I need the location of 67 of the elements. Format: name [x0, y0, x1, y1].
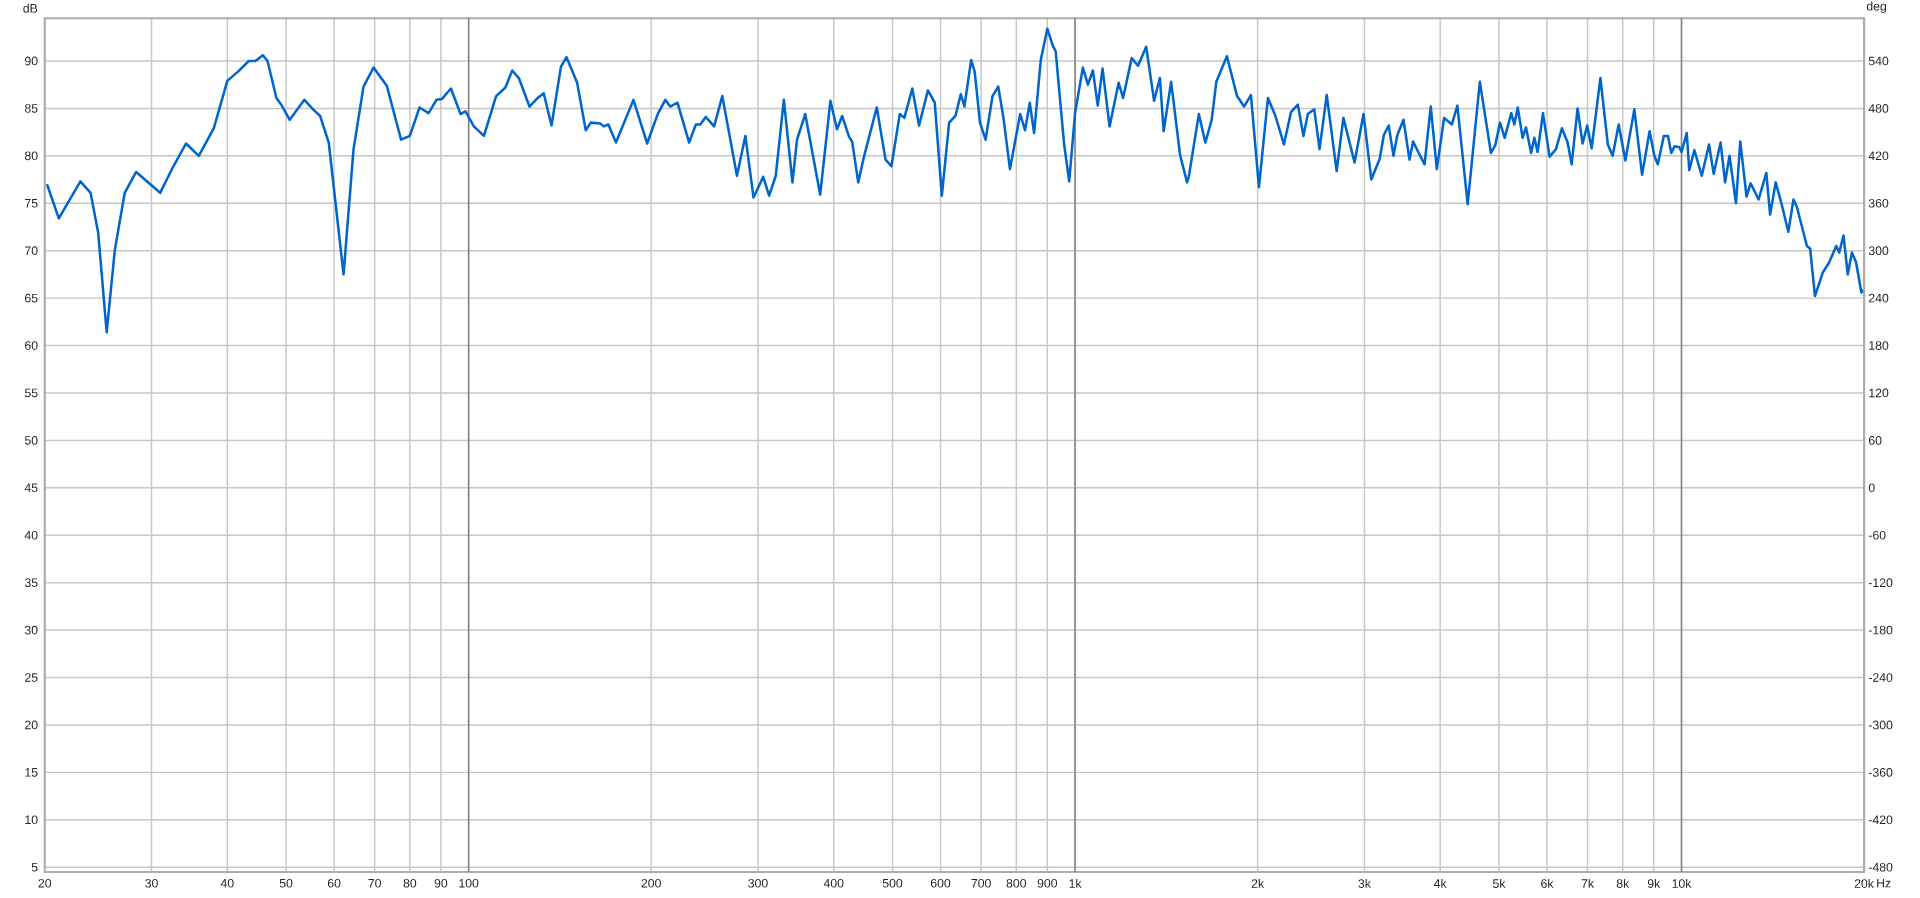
y2-tick-label: -360	[1868, 768, 1893, 777]
y-tick-label: 45	[24, 483, 38, 493]
y2-tick-label: -180	[1868, 625, 1893, 635]
y-tick-label: 50	[24, 436, 38, 445]
x-tick-label: 900	[1037, 878, 1058, 888]
x-tick-label: 1k	[1069, 878, 1082, 888]
y2-tick-label: 0	[1868, 483, 1875, 493]
y2-tick-label: 540	[1868, 56, 1889, 66]
x-tick-label: 80	[403, 878, 417, 888]
x-tick-label: 100	[459, 878, 479, 888]
x-tick-label: 400	[823, 878, 844, 888]
y2-tick-label: 180	[1869, 341, 1889, 350]
x-tick-label: 10k	[1672, 878, 1692, 888]
y2-tick-label: 60	[1868, 436, 1882, 445]
x-tick-label: 700	[971, 878, 991, 888]
x-tick-label: 6k	[1541, 878, 1554, 888]
y-tick-label: 25	[25, 673, 38, 682]
y-tick-label: 5	[31, 862, 38, 872]
x-tick-label: 60	[327, 878, 341, 888]
y2-tick-label: 360	[1868, 198, 1889, 208]
y2-tick-label: -420	[1868, 815, 1893, 825]
y-tick-label: 80	[24, 151, 38, 161]
y-tick-label: 15	[25, 768, 38, 777]
y-tick-label: 55	[24, 388, 38, 398]
x-tick-label: 50	[279, 878, 293, 888]
y-tick-label: 90	[25, 56, 38, 66]
x-tick-label: 20	[38, 878, 52, 888]
x-tick-label: 200	[641, 878, 661, 888]
x-tick-label: 2k	[1251, 878, 1265, 888]
y2-tick-label: -480	[1868, 862, 1893, 872]
x-tick-label: 30	[145, 878, 158, 888]
x-tick-label: 9k	[1647, 878, 1661, 888]
x-tick-label: 300	[748, 878, 768, 888]
y-tick-label: 40	[24, 530, 38, 540]
y2-tick-label: -120	[1868, 578, 1893, 588]
y2-axis-title: deg	[1866, 1, 1887, 13]
x-tick-label: 7k	[1581, 878, 1595, 888]
y2-tick-label: -240	[1868, 673, 1893, 682]
y2-tick-label: 480	[1868, 104, 1889, 113]
x-tick-label: 90	[434, 878, 448, 888]
y-tick-label: 70	[25, 246, 38, 256]
x-tick-label: 70	[368, 878, 382, 888]
y2-tick-label: 120	[1869, 388, 1889, 398]
y-tick-label: 65	[25, 293, 38, 303]
y-tick-label: 30	[24, 625, 38, 635]
x-tick-label: 4k	[1433, 878, 1447, 888]
x-tick-label: 500	[882, 878, 903, 888]
y-tick-label: 75	[25, 198, 38, 208]
x-tick-label: 40	[220, 878, 234, 888]
x-tick-label: 20k	[1854, 878, 1874, 888]
y-tick-label: 35	[24, 578, 38, 588]
y-tick-label: 10	[25, 815, 38, 825]
x-tick-label: 600	[930, 878, 951, 888]
x-tick-label: 5k	[1492, 878, 1506, 888]
x-axis-title: Hz	[1877, 878, 1891, 888]
y-tick-label: 60	[25, 341, 38, 350]
y-axis-title: dB	[23, 3, 38, 13]
y2-tick-label: -60	[1868, 530, 1886, 540]
y2-tick-label: 420	[1868, 151, 1889, 161]
y-tick-label: 20	[25, 720, 38, 730]
y2-tick-label: -300	[1868, 720, 1893, 730]
y2-tick-label: 300	[1868, 246, 1889, 256]
x-tick-label: 3k	[1358, 878, 1371, 888]
y-tick-label: 85	[24, 104, 38, 113]
y2-tick-label: 240	[1868, 293, 1889, 303]
x-tick-label: 800	[1006, 878, 1027, 888]
x-tick-label: 8k	[1616, 878, 1630, 888]
